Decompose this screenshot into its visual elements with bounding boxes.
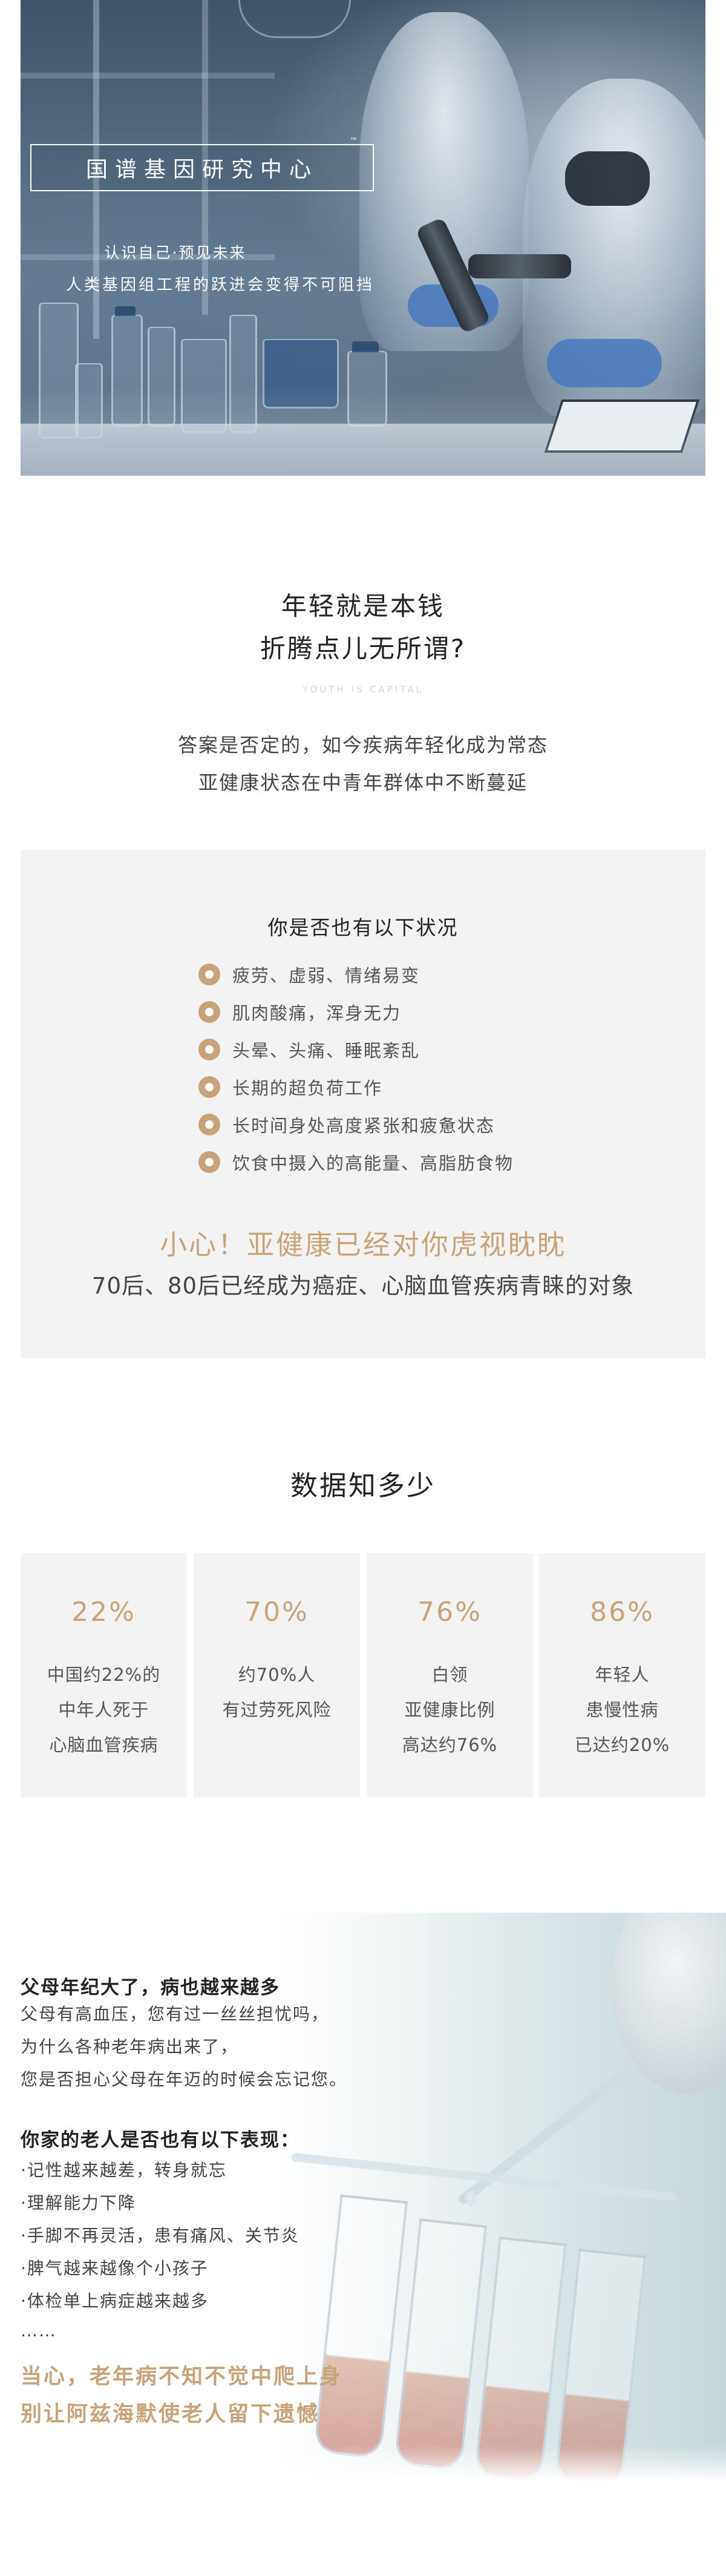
tube-rack	[291, 2152, 677, 2202]
lab-bottle-cap	[115, 306, 136, 316]
stat-text: 年轻人	[595, 1664, 650, 1685]
intro-heading-line2: 折腾点儿无所谓?	[260, 634, 466, 663]
lab-pole	[93, 0, 99, 339]
warning-title: 小心！亚健康已经对你虎视眈眈	[159, 1229, 566, 1261]
elder-symptom-item: ·记性越来越差，转身就忘	[21, 2160, 227, 2180]
lab-shelf	[21, 73, 275, 79]
parents-heading: 父母年纪大了，病也越来越多	[21, 1977, 280, 1999]
warning-description: 70后、80后已经成为癌症、心脑血管疾病青睐的对象	[91, 1273, 635, 1299]
elder-warning-line1: 当心，老年病不知不觉中爬上身	[21, 2365, 343, 2389]
symptom-panel	[21, 850, 705, 1358]
parents-description: 您是否担心父母在年迈的时候会忘记您。	[21, 2069, 348, 2089]
test-tube	[393, 2218, 488, 2471]
parents-description: 父母有高血压，您有过一丝丝担忧吗，	[21, 2004, 330, 2024]
bullet-circle-icon	[198, 1039, 220, 1060]
bullet-circle-icon	[198, 1076, 220, 1098]
lab-shelf	[21, 254, 275, 260]
bullet-circle-icon	[198, 1151, 220, 1173]
symptom-item: 长期的超负荷工作	[198, 1074, 382, 1100]
trademark-mark: ™	[350, 137, 358, 146]
pipette-drop	[466, 2191, 477, 2207]
stat-percent: 86%	[590, 1597, 655, 1628]
stat-card: 70% 约70%人 有过劳死风险	[194, 1553, 360, 1798]
symptom-title: 你是否也有以下状况	[267, 916, 459, 939]
symptom-item-text: 长期的超负荷工作	[232, 1078, 383, 1099]
lab-pole	[202, 0, 208, 315]
symptom-item-text: 疲劳、虚弱、情绪易变	[232, 965, 420, 986]
brand-badge: 国谱基因研究中心	[30, 144, 374, 191]
goggles	[565, 151, 650, 206]
stat-text: 中年人死于	[58, 1700, 149, 1720]
parents-description: 为什么各种老年病出来了，	[21, 2037, 239, 2057]
bullet-circle-icon	[198, 1114, 220, 1135]
lab-glassware	[238, 0, 351, 38]
lab-bottle	[39, 303, 79, 439]
intro-description-line1: 答案是否定的，如今疾病年轻化成为常态	[177, 734, 548, 757]
stat-text: 有过劳死风险	[222, 1700, 332, 1720]
bullet-circle-icon	[198, 1001, 220, 1023]
symptom-item-text: 饮食中摄入的高能量、高脂肪食物	[232, 1153, 514, 1174]
symptom-item: 疲劳、虚弱、情绪易变	[198, 961, 420, 988]
symptom-item-text: 长时间身处高度紧张和疲惫状态	[232, 1116, 495, 1136]
stat-percent: 70%	[244, 1597, 309, 1628]
symptom-item-text: 肌肉酸痛，浑身无力	[232, 1003, 402, 1024]
lab-bottle	[263, 339, 339, 409]
elder-symptom-item: ·理解能力下降	[21, 2193, 136, 2213]
symptom-item: 头晕、头痛、睡眠紊乱	[198, 1036, 420, 1063]
bench-glow	[21, 387, 705, 476]
stat-text: 约70%人	[238, 1664, 316, 1685]
symptom-item: 长时间身处高度紧张和疲惫状态	[198, 1111, 495, 1138]
intro-heading-line1: 年轻就是本钱	[281, 591, 445, 621]
elder-warning-line2: 别让阿兹海默使老人留下遗憾	[21, 2402, 320, 2426]
stat-percent: 76%	[417, 1597, 482, 1628]
stat-text: 亚健康比例	[404, 1700, 495, 1720]
bullet-circle-icon	[198, 964, 220, 985]
stat-card: 22% 中国约22%的 中年人死于 心脑血管疾病	[21, 1553, 187, 1798]
stats-title: 数据知多少	[290, 1470, 436, 1502]
lab-bottle	[111, 315, 143, 427]
glove	[547, 339, 662, 387]
stat-percent: 22%	[71, 1597, 136, 1628]
elder-symptom-item: ·脾气越来越像个小孩子	[21, 2258, 209, 2278]
intro-english-subtitle: YOUTH IS CAPITAL	[302, 684, 424, 695]
stat-text: 已达约20%	[574, 1735, 670, 1755]
elder-symptom-item: ·体检单上病症越来越多	[21, 2291, 209, 2311]
symptom-item: 肌肉酸痛，浑身无力	[198, 999, 401, 1025]
stat-text: 患慢性病	[586, 1700, 659, 1720]
section-fade	[0, 2445, 726, 2482]
lab-bottle	[347, 351, 387, 427]
stat-card: 86% 年轻人 患慢性病 已达约20%	[539, 1553, 705, 1798]
ellipsis: ……	[21, 2321, 57, 2341]
hero-tagline: 认识自己·预见未来	[104, 244, 247, 261]
lab-bottle	[148, 327, 175, 427]
hero-subtagline: 人类基因组工程的跃进会变得不可阻挡	[65, 276, 374, 294]
stat-text: 白领	[431, 1664, 468, 1685]
symptom-item: 饮食中摄入的高能量、高脂肪食物	[198, 1149, 514, 1175]
lab-bottle	[229, 315, 257, 433]
stat-card: 76% 白领 亚健康比例 高达约76%	[367, 1553, 533, 1798]
symptom-list-title: 你家的老人是否也有以下表现：	[21, 2129, 300, 2151]
intro-description-line2: 亚健康状态在中青年群体中不断蔓延	[198, 771, 528, 794]
hero-banner	[21, 0, 705, 476]
symptom-item-text: 头晕、头痛、睡眠紊乱	[232, 1040, 420, 1061]
microscope-arm	[468, 254, 571, 278]
stat-text: 心脑血管疾病	[49, 1735, 159, 1755]
brand-name: 国谱基因研究中心	[85, 157, 318, 182]
stat-text: 高达约76%	[402, 1735, 498, 1755]
parents-section	[0, 1913, 726, 2482]
stat-text: 中国约22%的	[47, 1664, 161, 1685]
lab-bottle-cap	[352, 341, 379, 352]
elder-symptom-item: ·手脚不再灵活，患有痛风、关节炎	[21, 2226, 299, 2246]
test-tube	[313, 2194, 408, 2459]
